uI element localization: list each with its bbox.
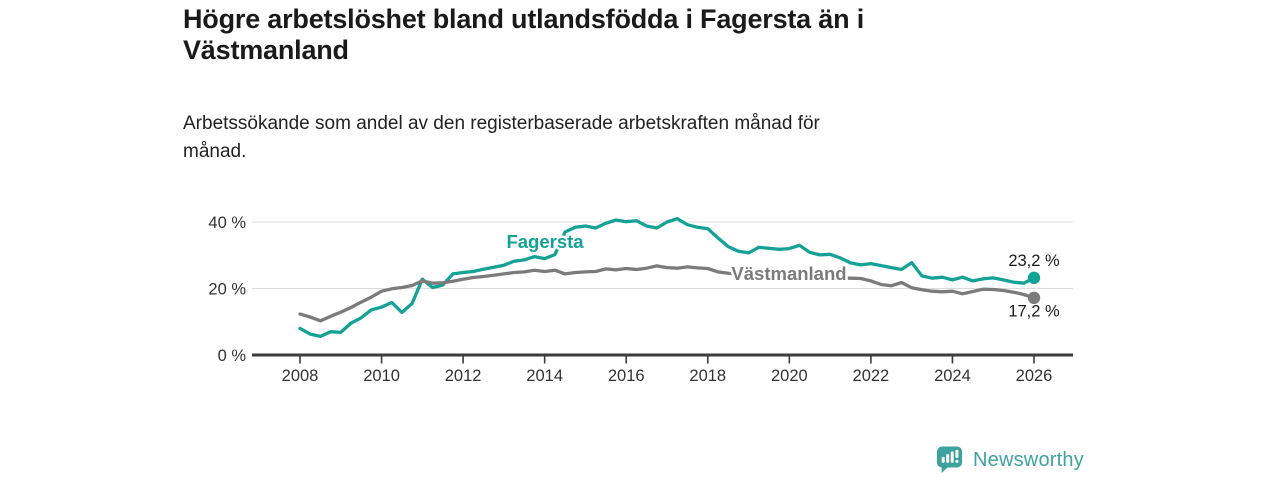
page-title-line-1: Högre arbetslöshet bland utlandsfödda i … xyxy=(183,4,865,34)
series-label-fagersta: Fagersta xyxy=(506,231,584,252)
x-axis-tick-label: 2012 xyxy=(445,367,482,385)
chart-subtitle: Arbetssökande som andel av den registerb… xyxy=(183,110,1083,166)
y-axis-tick-label: 20 % xyxy=(208,281,246,299)
y-axis-tick-label: 40 % xyxy=(208,214,246,232)
page-title-line-2: Västmanland xyxy=(183,35,349,65)
series-label-vastmanland: Västmanland xyxy=(731,263,846,284)
x-axis-tick-label: 2008 xyxy=(282,367,319,385)
x-axis-tick-label: 2026 xyxy=(1016,367,1053,385)
unemployment-line-chart: 0 % 20 % 40 % 2008 2010 2012 2014 2016 2018 2020 2… xyxy=(180,195,1100,395)
x-axis-tick-label: 2018 xyxy=(689,367,726,385)
series-endpoint-dot-vastmanland xyxy=(1027,291,1041,305)
x-axis-tick-label: 2020 xyxy=(771,367,808,385)
line-chart-svg: 0 % 20 % 40 % 2008 2010 2012 2014 2016 2018 2020 2… xyxy=(208,214,1073,385)
x-axis-tick-label: 2022 xyxy=(853,367,890,385)
x-axis-tick-label: 2014 xyxy=(526,367,563,385)
series-line-fagersta xyxy=(298,217,1036,339)
series-line-vastmanland xyxy=(298,264,1036,323)
newsworthy-logo-text: Newsworthy xyxy=(973,448,1084,471)
series-endpoint-dot-fagersta xyxy=(1027,271,1041,285)
chart-subtitle-line-2: månad. xyxy=(183,141,247,162)
newsworthy-branding[interactable]: Newsworthy xyxy=(936,445,1084,475)
x-axis-tick-label: 2010 xyxy=(363,367,400,385)
newsworthy-logo-icon xyxy=(936,446,963,474)
end-value-label-fagersta: 23,2 % xyxy=(1008,252,1060,270)
chart-subtitle-line-1: Arbetssökande som andel av den registerb… xyxy=(183,113,820,134)
page-title: Högre arbetslöshet bland utlandsfödda i … xyxy=(183,4,1083,66)
y-axis-tick-label: 0 % xyxy=(218,347,247,365)
x-axis-tick-label: 2024 xyxy=(934,367,971,385)
end-value-label-vastmanland: 17,2 % xyxy=(1008,302,1060,320)
x-axis-tick-label: 2016 xyxy=(608,367,645,385)
